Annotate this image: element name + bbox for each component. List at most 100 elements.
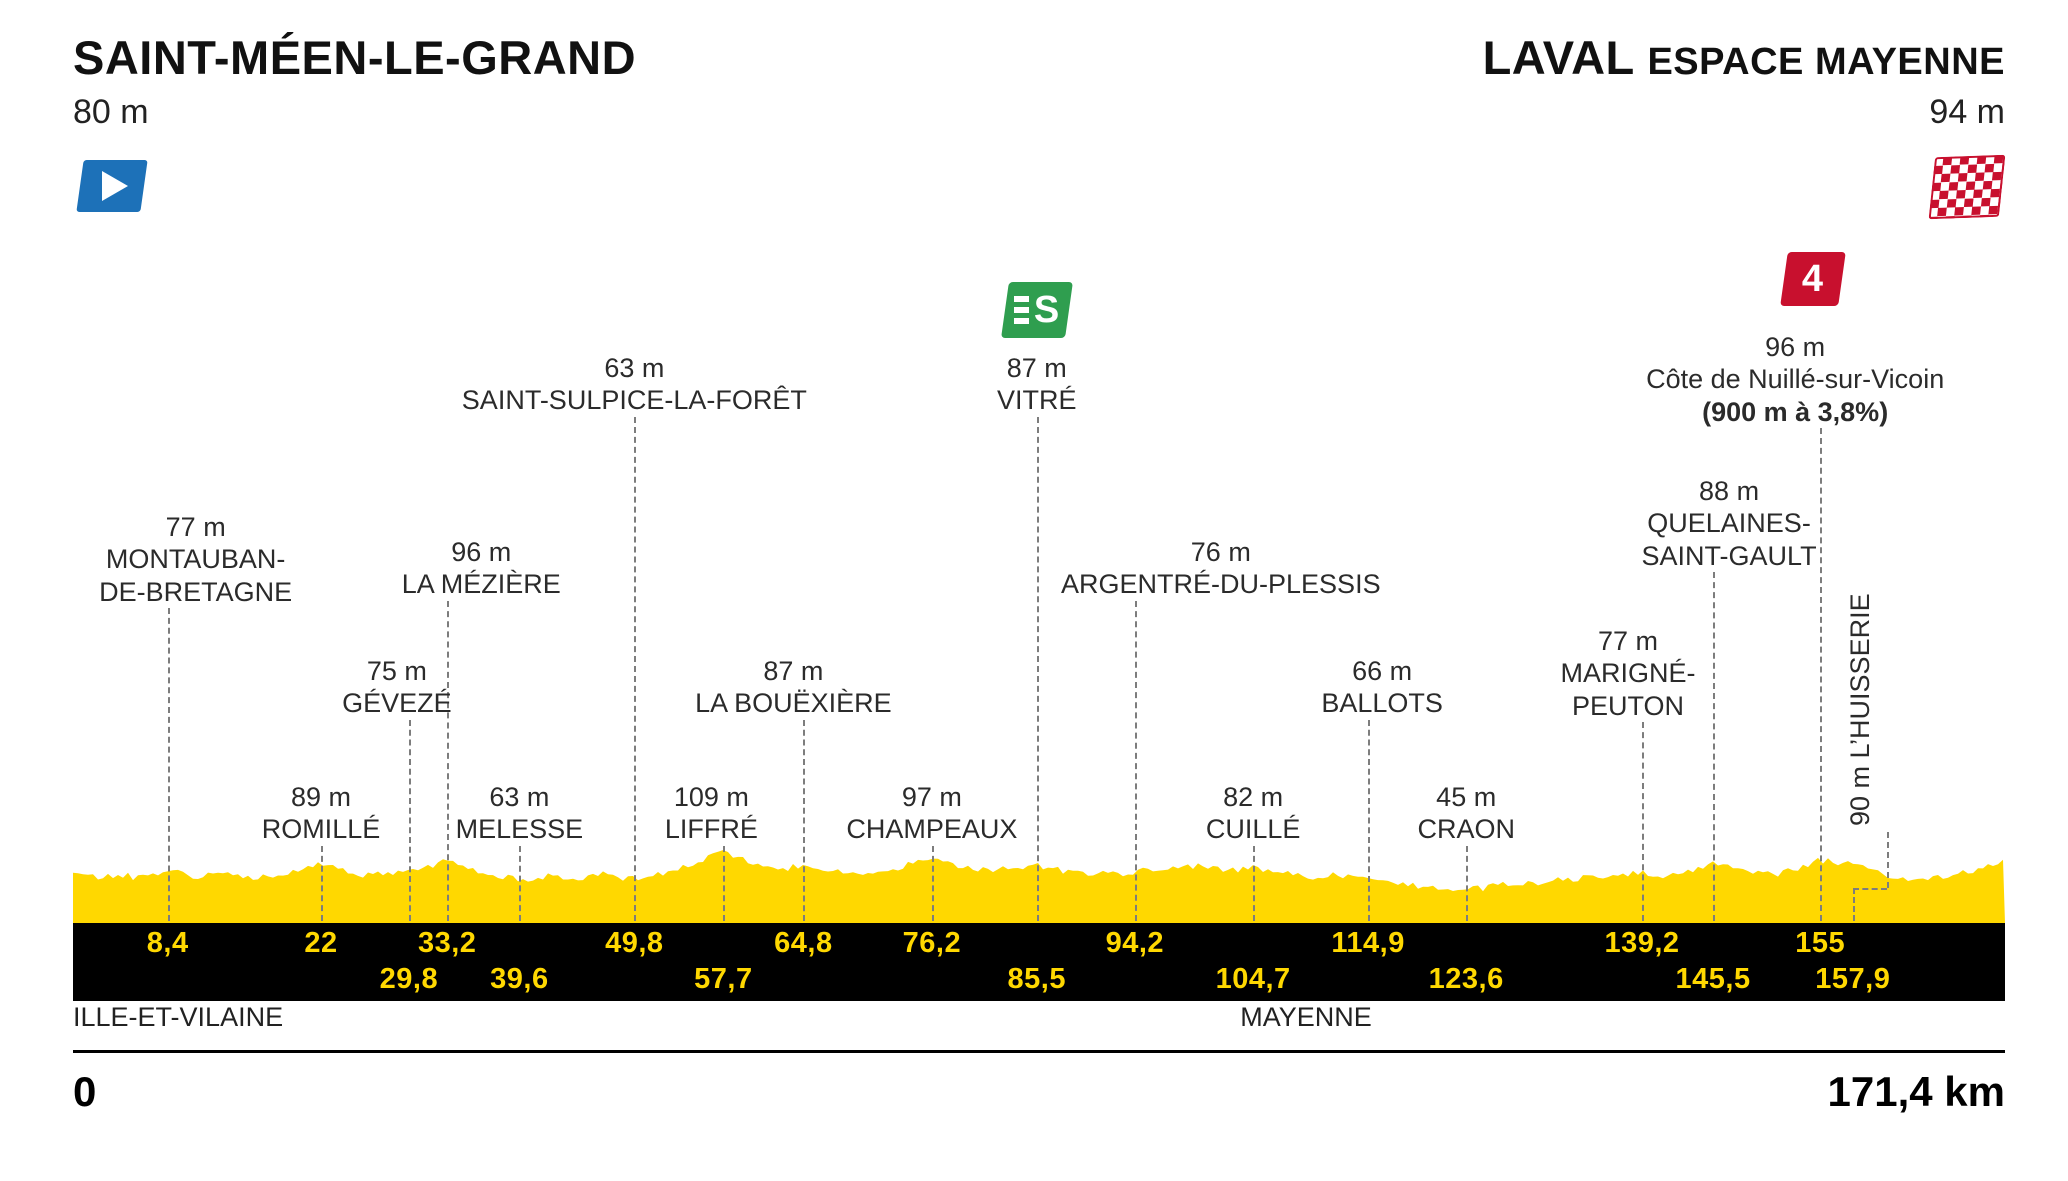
- connector-line: [1642, 722, 1645, 921]
- connector-line: [1713, 572, 1716, 921]
- distance-bar: [73, 923, 2005, 1001]
- waypoint-line: QUELAINES-: [1647, 508, 1811, 539]
- waypoint-line: SAINT-SULPICE-LA-FORÊT: [461, 385, 807, 416]
- waypoint-line: 87 m: [763, 656, 824, 687]
- connector-line: [1253, 846, 1256, 921]
- waypoint-line: MARIGNÉ-: [1560, 658, 1696, 689]
- waypoint-line: VITRÉ: [996, 385, 1077, 416]
- waypoint-line: 76 m: [1190, 537, 1251, 568]
- km-marker: 33,2: [417, 927, 477, 959]
- waypoint-label: 82 m CUILLÉ: [1206, 781, 1301, 846]
- waypoint-line: 75 m: [366, 656, 427, 687]
- waypoint-label: 45 m CRAON: [1417, 781, 1515, 846]
- waypoint-line: 82 m: [1223, 782, 1284, 813]
- km-marker: 85,5: [1007, 963, 1066, 995]
- start-km-label: 0: [73, 1068, 97, 1115]
- waypoint-line: 63 m: [604, 353, 665, 384]
- waypoint-line: 63 m: [489, 782, 550, 813]
- start-pennant-shape: [102, 171, 128, 201]
- category-4-climb-icon: 4: [1780, 252, 1846, 306]
- connector-line: [803, 720, 806, 921]
- km-marker: 155: [1795, 927, 1846, 959]
- waypoint-line: 96 m: [1765, 331, 1826, 362]
- finish-venue-name: ESPACE MAYENNE: [1647, 41, 2005, 83]
- connector-line: [408, 720, 411, 921]
- km-marker: 39,6: [490, 963, 549, 995]
- km-marker: 145,5: [1675, 963, 1751, 995]
- sprint-stripes-shape: [1014, 296, 1030, 324]
- waypoint-line: 77 m: [165, 511, 226, 542]
- waypoint-line: ARGENTRÉ-DU-PLESSIS: [1061, 569, 1381, 600]
- km-marker: 114,9: [1331, 927, 1405, 959]
- waypoint-line: 109 m: [673, 782, 749, 813]
- waypoint-label: 109 m LIFFRÉ: [665, 781, 758, 846]
- department-label-right: MAYENNE: [1240, 1002, 1372, 1032]
- finish-town-name: LAVAL: [1482, 31, 1634, 84]
- km-marker: 57,7: [694, 963, 753, 995]
- waypoint-line: 89 m: [290, 782, 351, 813]
- km-marker: 94,2: [1105, 927, 1165, 959]
- waypoint-label: 96 m Côte de Nuillé-sur-Vicoin (900 m à 3,…: [1646, 331, 1944, 428]
- finish-checkered-flag-icon: [1928, 154, 2006, 220]
- waypoint-line: MONTAUBAN-: [105, 544, 286, 575]
- km-marker: 123,6: [1428, 963, 1504, 995]
- waypoint-label: 97 m CHAMPEAUX: [846, 781, 1017, 846]
- km-marker: 8,4: [146, 927, 189, 959]
- waypoint-line: LIFFRÉ: [664, 814, 758, 845]
- waypoint-line: 96 m: [451, 537, 512, 568]
- connector-line: [1886, 832, 1889, 888]
- finish-title: LAVAL ESPACE MAYENNE: [1483, 30, 2005, 85]
- km-marker: 49,8: [605, 927, 664, 959]
- waypoint-line: CUILLÉ: [1205, 814, 1301, 845]
- waypoint-label: 90 m L’HUISSERIE: [1844, 593, 1875, 826]
- connector-line: [1368, 720, 1371, 921]
- connector-line: [519, 846, 522, 921]
- waypoint-label: 76 m ARGENTRÉ-DU-PLESSIS: [1061, 536, 1381, 601]
- waypoint-line: 66 m: [1352, 656, 1413, 687]
- waypoint-label: 96 m LA MÉZIÈRE: [402, 536, 561, 601]
- waypoint-line: BALLOTS: [1321, 688, 1443, 719]
- connector-line: [1820, 428, 1823, 921]
- finish-elevation: 94 m: [1929, 93, 2005, 131]
- department-label-left: ILLE-ET-VILAINE: [73, 1002, 284, 1032]
- waypoint-line: LA MÉZIÈRE: [401, 569, 561, 600]
- climb-category-number: 4: [1802, 257, 1824, 300]
- waypoint-line: 97 m: [901, 782, 962, 813]
- waypoint-label: 77 m MARIGNÉ- PEUTON: [1561, 625, 1696, 722]
- connector-line: [320, 846, 323, 921]
- waypoint-line: GÉVEZÉ: [342, 688, 452, 719]
- waypoint-line: CHAMPEAUX: [846, 814, 1018, 845]
- waypoint-label: 88 m QUELAINES- SAINT-GAULT: [1642, 475, 1817, 572]
- connector-line: [1134, 601, 1137, 921]
- connector-line: [1466, 846, 1469, 921]
- waypoint-line: CRAON: [1417, 814, 1515, 845]
- start-elevation: 80 m: [73, 93, 149, 131]
- waypoint-line: DE-BRETAGNE: [99, 576, 293, 607]
- connector-line: [1852, 888, 1887, 890]
- connector-line: [1852, 888, 1855, 921]
- start-flag-icon: [76, 160, 148, 212]
- connector-line: [931, 846, 934, 921]
- waypoint-label: 87 m VITRÉ: [997, 352, 1077, 417]
- waypoint-label: 63 m SAINT-SULPICE-LA-FORÊT: [462, 352, 807, 417]
- waypoint-line: PEUTON: [1572, 690, 1685, 721]
- km-marker: 22: [304, 927, 338, 959]
- waypoint-label: 63 m MELESSE: [456, 781, 584, 846]
- km-marker: 157,9: [1815, 963, 1891, 995]
- waypoint-label: 75 m GÉVEZÉ: [342, 655, 452, 720]
- waypoint-line: (900 m à 3,8%): [1702, 396, 1889, 427]
- footer-divider: [73, 1050, 2005, 1053]
- waypoint-label: 66 m BALLOTS: [1321, 655, 1443, 720]
- waypoint-line: ROMILLÉ: [261, 814, 381, 845]
- waypoint-line: 45 m: [1436, 782, 1497, 813]
- waypoint-line: Côte de Nuillé-sur-Vicoin: [1646, 364, 1945, 395]
- waypoint-label: 87 m LA BOUËXIÈRE: [695, 655, 892, 720]
- connector-line: [167, 608, 170, 921]
- connector-line: [1036, 417, 1039, 921]
- waypoint-label: 89 m ROMILLÉ: [262, 781, 381, 846]
- start-town-name: SAINT-MÉEN-LE-GRAND: [73, 31, 637, 84]
- km-marker: 139,2: [1604, 927, 1680, 959]
